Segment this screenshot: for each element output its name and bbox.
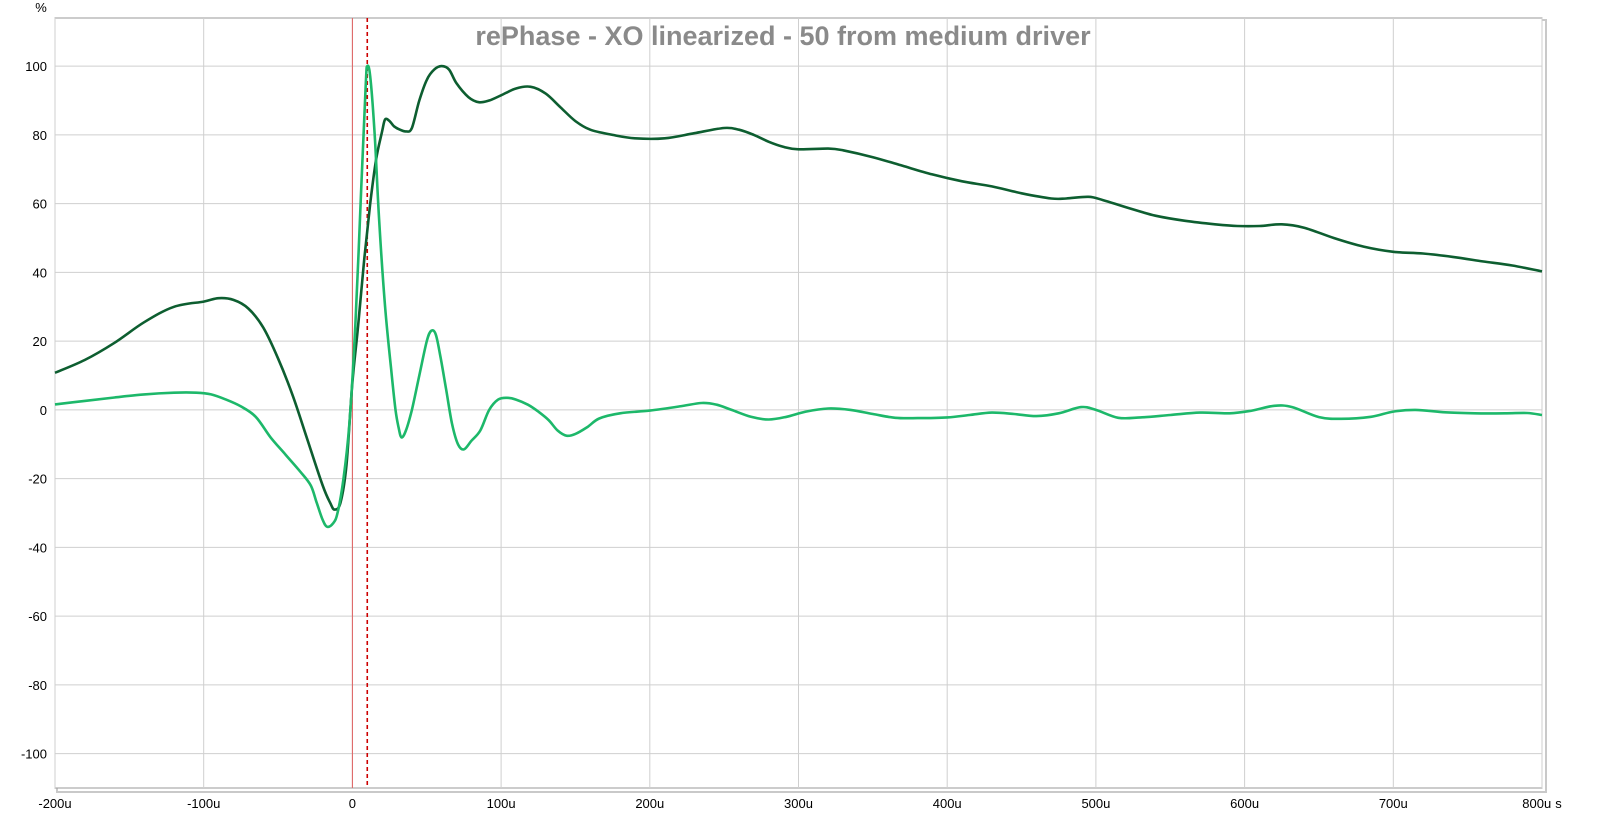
- chart-title: rePhase - XO linearized - 50 from medium…: [475, 21, 1091, 51]
- x-tick-label: 400u: [933, 796, 962, 811]
- x-tick-label: 500u: [1081, 796, 1110, 811]
- y-tick-label: -80: [28, 678, 47, 693]
- y-tick-label: 80: [33, 128, 47, 143]
- y-tick-label: 40: [33, 265, 47, 280]
- x-tick-label: -100u: [187, 796, 220, 811]
- x-tick-label: 300u: [784, 796, 813, 811]
- y-tick-label: 100: [25, 59, 47, 74]
- x-tick-label: -200u: [38, 796, 71, 811]
- y-unit-label: %: [35, 0, 47, 15]
- x-unit-label: s: [1555, 796, 1562, 811]
- x-tick-label: 100u: [487, 796, 516, 811]
- y-tick-label: 60: [33, 197, 47, 212]
- y-tick-label: 0: [40, 403, 47, 418]
- y-tick-label: -100: [21, 747, 47, 762]
- grid: [54, 18, 1543, 788]
- y-tick-label: -40: [28, 540, 47, 555]
- x-tick-label: 600u: [1230, 796, 1259, 811]
- y-tick-label: -60: [28, 609, 47, 624]
- time-markers: [351, 18, 369, 788]
- x-tick-label: 700u: [1379, 796, 1408, 811]
- series-lines: [54, 64, 1543, 529]
- series-line: [54, 64, 1543, 529]
- x-tick-label: 200u: [635, 796, 664, 811]
- y-tick-label: 20: [33, 334, 47, 349]
- y-tick-label: -20: [28, 472, 47, 487]
- series-line: [54, 64, 1543, 511]
- x-tick-label: 800u s: [1522, 796, 1562, 811]
- x-tick-label: 0: [349, 796, 356, 811]
